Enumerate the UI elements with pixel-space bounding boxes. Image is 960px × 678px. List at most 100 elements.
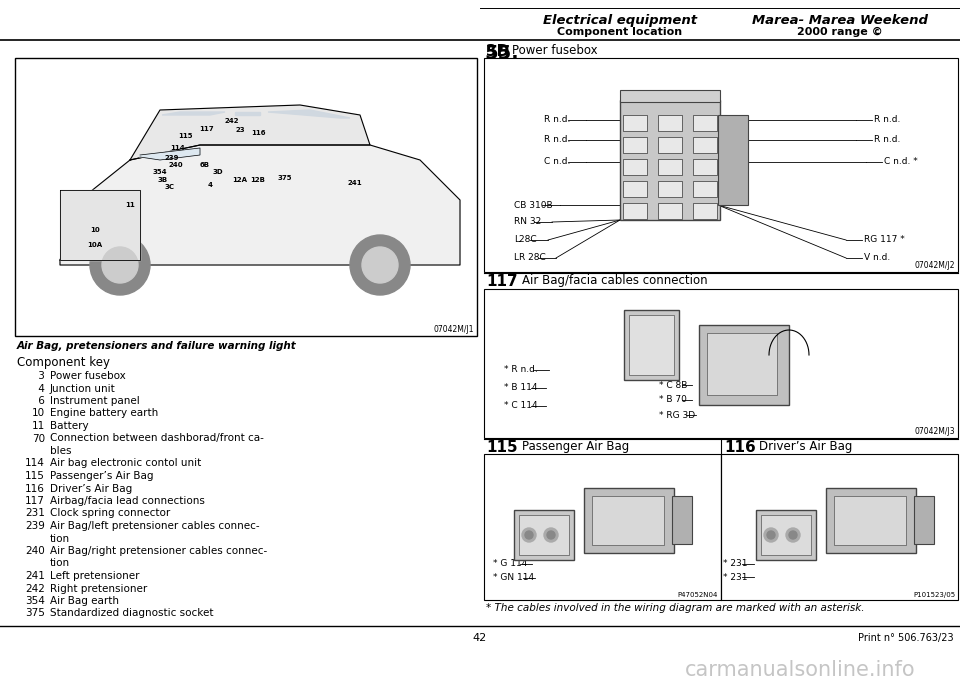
Text: 354: 354: [153, 169, 167, 175]
Text: 12A: 12A: [232, 177, 248, 183]
Bar: [620, 100, 720, 220]
Text: Air Bag/facia cables connection: Air Bag/facia cables connection: [522, 274, 708, 287]
Text: 116: 116: [25, 483, 45, 494]
Bar: [629, 315, 674, 375]
Bar: [721, 454, 958, 600]
Text: RG 117 *: RG 117 *: [864, 235, 904, 245]
Bar: [761, 515, 811, 555]
Bar: [623, 159, 647, 175]
Text: 114: 114: [25, 458, 45, 468]
Polygon shape: [162, 112, 225, 115]
Text: 6B: 6B: [200, 162, 210, 168]
Text: R n.d.: R n.d.: [874, 136, 900, 144]
Polygon shape: [140, 148, 200, 160]
Bar: [584, 488, 674, 553]
Text: R n.d.: R n.d.: [544, 136, 570, 144]
Circle shape: [362, 247, 398, 283]
Text: 11: 11: [125, 202, 134, 208]
Text: 117: 117: [25, 496, 45, 506]
Bar: [624, 310, 679, 380]
Text: Instrument panel: Instrument panel: [50, 396, 140, 406]
Bar: [672, 496, 692, 544]
Bar: [623, 181, 647, 197]
Text: Air Bag, pretensioners and failure warning light: Air Bag, pretensioners and failure warni…: [17, 341, 297, 351]
Text: L28C: L28C: [514, 235, 537, 245]
Text: 116: 116: [724, 440, 756, 455]
Text: Standardized diagnostic socket: Standardized diagnostic socket: [50, 608, 213, 618]
Bar: [592, 496, 664, 545]
Text: 6: 6: [36, 396, 45, 406]
Polygon shape: [235, 112, 260, 115]
Text: 2000 range ©: 2000 range ©: [797, 27, 883, 37]
Text: Engine battery earth: Engine battery earth: [50, 409, 158, 418]
Circle shape: [525, 531, 533, 539]
Text: * C 8B: * C 8B: [659, 380, 687, 389]
Text: 240: 240: [25, 546, 45, 556]
Text: RN 32: RN 32: [514, 218, 541, 226]
Bar: [834, 496, 906, 545]
Bar: [623, 137, 647, 153]
Text: 114: 114: [171, 145, 185, 151]
Bar: [514, 510, 574, 560]
Text: carmanualsonline.info: carmanualsonline.info: [684, 660, 915, 678]
Circle shape: [522, 528, 536, 542]
Circle shape: [350, 235, 410, 295]
Bar: [658, 137, 682, 153]
Bar: [519, 515, 569, 555]
Text: Driver’s Air Bag: Driver’s Air Bag: [50, 483, 132, 494]
Bar: [623, 115, 647, 131]
Bar: [914, 496, 934, 544]
Text: 241: 241: [25, 571, 45, 581]
Text: C n.d.: C n.d.: [544, 157, 570, 167]
Text: Passenger’s Air Bag: Passenger’s Air Bag: [50, 471, 154, 481]
Bar: [693, 203, 717, 219]
Circle shape: [544, 528, 558, 542]
Text: 354: 354: [25, 596, 45, 606]
Text: Battery: Battery: [50, 421, 88, 431]
Text: CB 310B: CB 310B: [514, 201, 553, 210]
Text: Air Bag/left pretensioner cables connec-: Air Bag/left pretensioner cables connec-: [50, 521, 259, 531]
Text: 3B: 3B: [158, 177, 168, 183]
Text: 240: 240: [169, 162, 183, 168]
Bar: [15, 58, 477, 336]
Text: * 231: * 231: [723, 559, 748, 568]
Bar: [693, 159, 717, 175]
Text: tion: tion: [50, 534, 70, 544]
Text: 242: 242: [25, 584, 45, 593]
Text: 241: 241: [348, 180, 362, 186]
Text: Air Bag earth: Air Bag earth: [50, 596, 119, 606]
Text: 23: 23: [235, 127, 245, 133]
Circle shape: [90, 235, 150, 295]
Text: 55.: 55.: [484, 44, 518, 63]
Circle shape: [767, 531, 775, 539]
Text: 12B: 12B: [251, 177, 265, 183]
Text: * 231: * 231: [723, 572, 748, 582]
Text: P47052N04: P47052N04: [678, 592, 718, 598]
Text: Passenger Air Bag: Passenger Air Bag: [522, 440, 629, 453]
Text: R n.d.: R n.d.: [874, 115, 900, 125]
Text: Right pretensioner: Right pretensioner: [50, 584, 147, 593]
Polygon shape: [60, 190, 140, 260]
Bar: [658, 203, 682, 219]
Circle shape: [786, 528, 800, 542]
Text: * B 70: * B 70: [659, 395, 686, 405]
Text: 242: 242: [225, 118, 239, 124]
Polygon shape: [268, 110, 350, 118]
Text: V n.d.: V n.d.: [864, 254, 890, 262]
Text: Driver’s Air Bag: Driver’s Air Bag: [759, 440, 852, 453]
Text: Marea- Marea Weekend: Marea- Marea Weekend: [752, 14, 928, 27]
Text: 3: 3: [36, 371, 45, 381]
Text: Junction unit: Junction unit: [50, 384, 116, 393]
Text: 3D: 3D: [486, 44, 509, 59]
Text: 42: 42: [473, 633, 487, 643]
Text: Power fusebox: Power fusebox: [512, 44, 598, 57]
Text: 3D: 3D: [213, 169, 224, 175]
Text: * R n.d.: * R n.d.: [504, 365, 538, 374]
Text: 375: 375: [277, 175, 292, 181]
Text: 10: 10: [32, 409, 45, 418]
Text: 117: 117: [200, 126, 214, 132]
Bar: [693, 181, 717, 197]
Text: Clock spring connector: Clock spring connector: [50, 508, 170, 519]
Text: P101523/05: P101523/05: [913, 592, 955, 598]
Text: 116: 116: [251, 130, 265, 136]
